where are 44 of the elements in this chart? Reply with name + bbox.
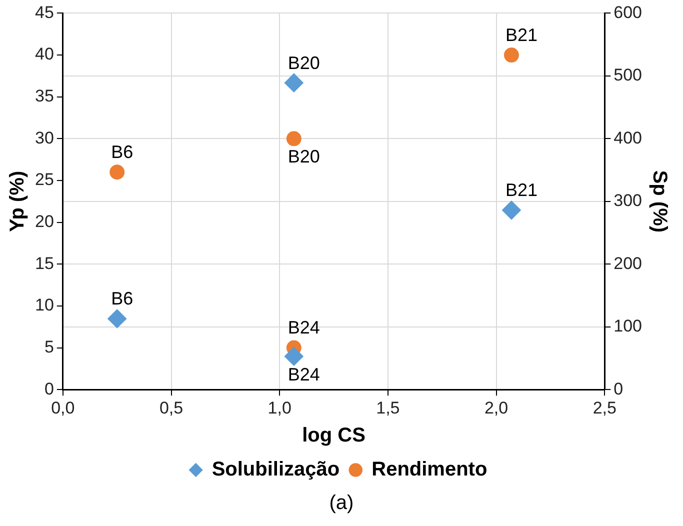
text: (a) bbox=[328, 492, 355, 515]
data-label: B20 bbox=[288, 52, 320, 73]
data-label: B21 bbox=[505, 24, 538, 45]
data-label: B21 bbox=[505, 180, 538, 200]
point bbox=[284, 346, 304, 366]
x-tick-label: 1,0 bbox=[268, 398, 292, 418]
point bbox=[502, 200, 521, 220]
x-tick-label: 2,0 bbox=[484, 398, 508, 418]
y2-tick-label: 600 bbox=[614, 2, 642, 22]
y2-tick-label: 500 bbox=[614, 66, 642, 85]
legend-label: Rendimento bbox=[372, 458, 488, 481]
data-label: B20 bbox=[288, 146, 320, 167]
x-axis-title: log CS bbox=[302, 424, 366, 447]
data-label: B24 bbox=[288, 318, 320, 338]
x-tick-label: 0,5 bbox=[159, 398, 184, 418]
y2-tick-label: 200 bbox=[614, 254, 642, 273]
y2-tick-label: 400 bbox=[614, 128, 642, 148]
y-tick-label: 35 bbox=[34, 86, 54, 106]
point bbox=[110, 164, 125, 180]
y-tick-label: 15 bbox=[34, 254, 54, 273]
y2-tick-label: 300 bbox=[614, 191, 642, 210]
data-label: B24 bbox=[288, 364, 320, 384]
y2-tick-label: 100 bbox=[614, 316, 642, 336]
x-tick-label: 2,5 bbox=[592, 398, 616, 418]
data-label: B6 bbox=[111, 288, 134, 309]
y-tick-label: 45 bbox=[34, 2, 54, 22]
point bbox=[286, 131, 302, 146]
point bbox=[504, 48, 519, 63]
y-axis-title: Yp (%) bbox=[6, 170, 29, 232]
y2-axis-title: Sp (%) bbox=[648, 170, 670, 233]
legend-label: Solubilização bbox=[212, 458, 340, 481]
point bbox=[284, 73, 304, 92]
x-tick-label: 1,5 bbox=[376, 398, 400, 418]
data-label: B6 bbox=[111, 142, 134, 162]
y-tick-label: 40 bbox=[34, 44, 54, 64]
x-tick-label: 0,0 bbox=[51, 398, 75, 418]
y-tick-label: 5 bbox=[44, 337, 54, 356]
y-tick-label: 30 bbox=[34, 128, 54, 148]
y-tick-label: 25 bbox=[34, 170, 54, 190]
y-tick-label: 0 bbox=[44, 379, 54, 398]
point bbox=[108, 309, 127, 328]
y-tick-label: 20 bbox=[34, 212, 54, 231]
y2-tick-label: 0 bbox=[614, 379, 624, 398]
y-tick-label: 10 bbox=[34, 296, 54, 315]
